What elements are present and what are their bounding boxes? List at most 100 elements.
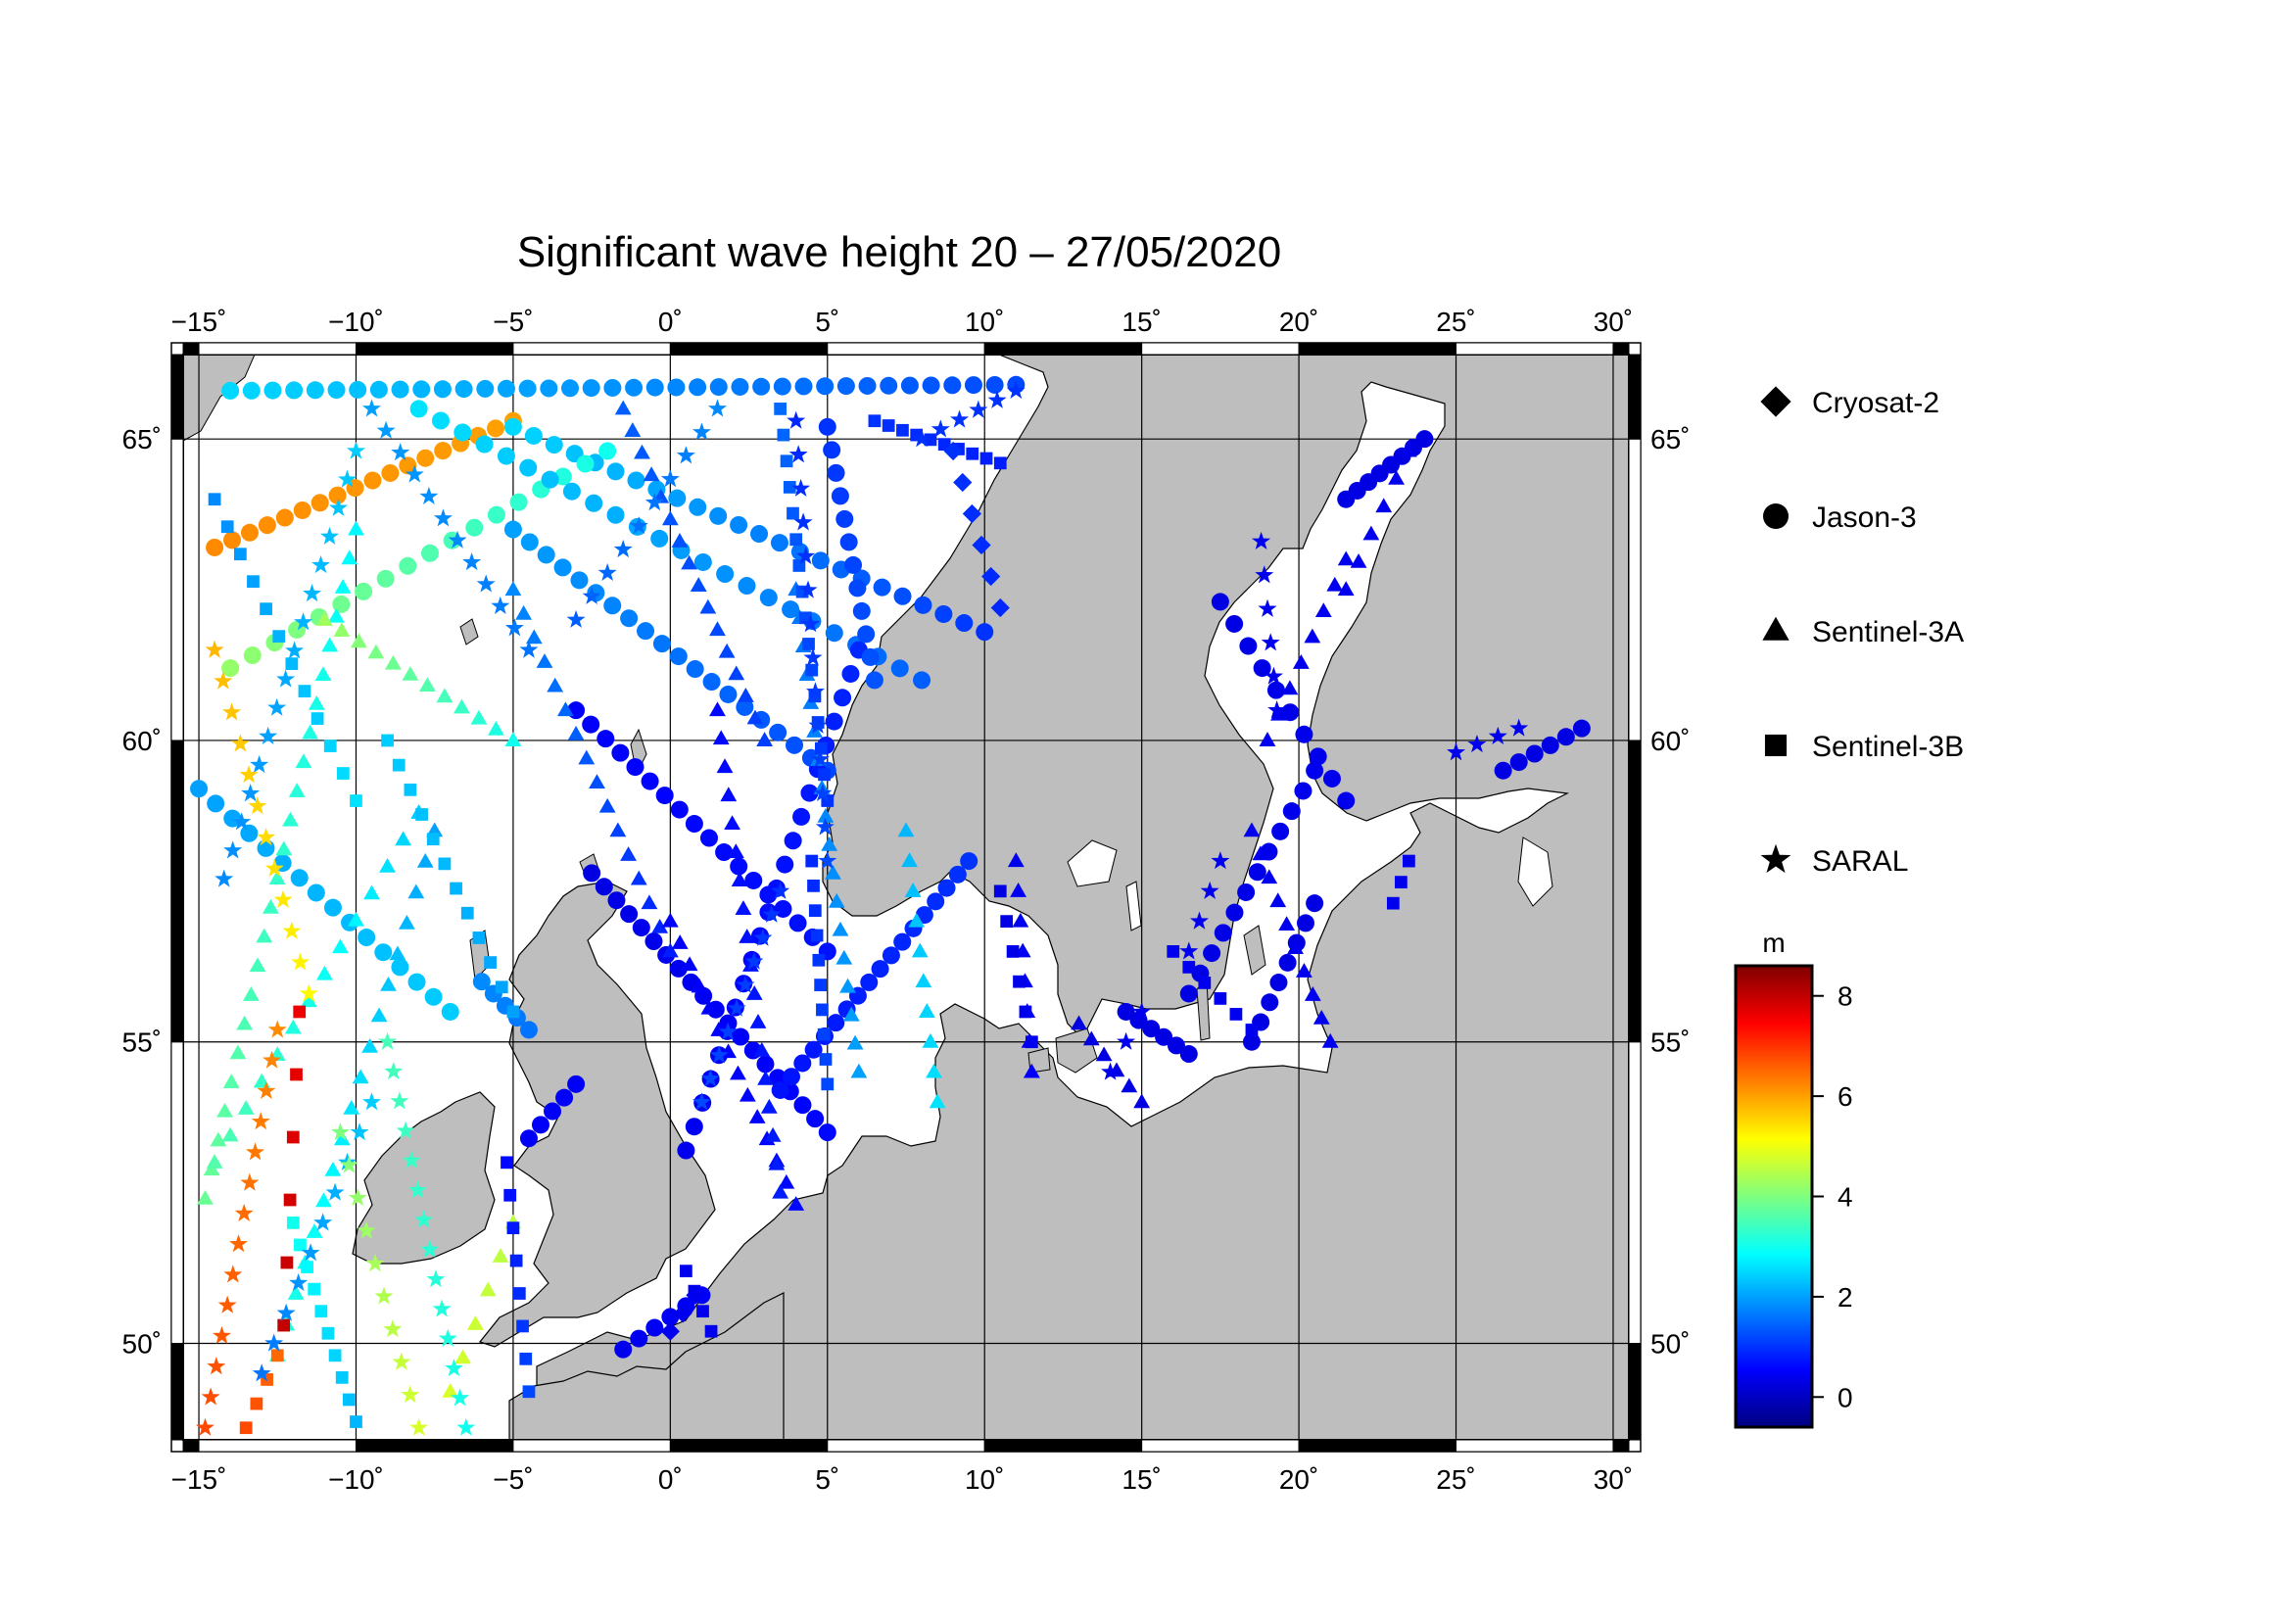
triangle-data-point bbox=[1259, 732, 1276, 746]
triangle-data-point bbox=[442, 1382, 459, 1398]
star-data-point bbox=[234, 1203, 254, 1222]
star-data-point bbox=[392, 1352, 411, 1370]
diamond-data-point bbox=[953, 472, 973, 493]
circle-data-point bbox=[784, 832, 802, 850]
triangle-data-point bbox=[724, 815, 740, 831]
star-data-point bbox=[299, 983, 318, 1002]
circle-data-point bbox=[818, 1123, 836, 1142]
square-data-point bbox=[821, 1077, 835, 1091]
square-data-point bbox=[1214, 992, 1227, 1005]
star-data-point bbox=[451, 1388, 470, 1407]
triangle-data-point bbox=[348, 911, 364, 927]
triangle-data-point bbox=[206, 1154, 223, 1169]
circle-data-point bbox=[275, 508, 294, 527]
triangle-data-point bbox=[904, 883, 922, 897]
lon-tick-label-bottom: 25˚ bbox=[1436, 1464, 1475, 1495]
frame-segment-left bbox=[170, 354, 184, 440]
circle-data-point bbox=[1211, 593, 1229, 611]
triangle-data-point bbox=[1243, 822, 1261, 837]
square-data-point bbox=[704, 1324, 718, 1338]
frame-segment-bottom bbox=[182, 1439, 200, 1453]
circle-data-point bbox=[221, 381, 240, 400]
square-data-point bbox=[208, 493, 221, 506]
triangle-data-point bbox=[681, 554, 697, 570]
circle-data-point bbox=[848, 579, 867, 597]
star-data-point bbox=[339, 1155, 358, 1173]
map-frame bbox=[170, 342, 1642, 1453]
axis-tick-labels: −15˚ −15˚ −10˚ −10˚ −5˚ −5˚ 0˚ 0˚ 5˚ 5˚ 10˚ 10˚ 15˚ 1… bbox=[122, 307, 1691, 1495]
diamond-data-point bbox=[962, 503, 981, 524]
triangle-data-point bbox=[1314, 602, 1332, 618]
circle-data-point bbox=[363, 471, 382, 490]
triangle-data-point bbox=[1292, 654, 1310, 669]
square-data-point bbox=[506, 1221, 520, 1235]
star-data-point bbox=[391, 443, 410, 461]
triangle-data-point bbox=[1400, 442, 1417, 457]
circle-data-point bbox=[453, 423, 472, 442]
triangle-data-point bbox=[651, 918, 669, 933]
triangle-data-point bbox=[302, 724, 319, 740]
square-data-point bbox=[484, 956, 497, 969]
square-data-point bbox=[808, 904, 822, 918]
circle-data-point bbox=[221, 659, 240, 678]
triangle-data-point bbox=[1082, 1030, 1100, 1046]
star-data-point bbox=[660, 469, 680, 488]
lat-tick-label-right: 65˚ bbox=[1650, 424, 1690, 454]
star-data-point bbox=[419, 486, 439, 505]
square-data-point bbox=[286, 1217, 300, 1229]
square-data-point bbox=[460, 906, 474, 920]
triangle-data-point bbox=[643, 466, 660, 482]
frame-segment-top bbox=[182, 342, 200, 356]
circle-data-point bbox=[293, 501, 311, 519]
circle-legend-icon bbox=[1763, 503, 1789, 529]
triangle-data-point bbox=[389, 945, 406, 961]
circle-data-point bbox=[258, 516, 276, 535]
circle-data-point bbox=[487, 505, 505, 524]
chart-title: Significant wave height 20 – 27/05/2020 bbox=[517, 228, 1281, 276]
star-data-point bbox=[239, 765, 259, 784]
star-data-point bbox=[201, 1387, 220, 1406]
star-data-point bbox=[1264, 666, 1283, 685]
triangle-data-point bbox=[488, 720, 504, 736]
triangle-data-point bbox=[1023, 1063, 1040, 1078]
triangle-data-point bbox=[256, 928, 273, 943]
star-data-point bbox=[264, 1333, 284, 1352]
circle-data-point bbox=[520, 533, 539, 551]
star-data-point bbox=[223, 1265, 243, 1283]
triangle-data-point bbox=[536, 653, 553, 668]
star-data-point bbox=[912, 429, 931, 448]
triangle-data-point bbox=[1252, 845, 1269, 861]
star-data-point bbox=[365, 1254, 385, 1272]
circle-data-point bbox=[416, 449, 435, 467]
triangle-data-point bbox=[915, 973, 932, 988]
series-cryosat-2 bbox=[660, 441, 1010, 1341]
triangle-data-point bbox=[828, 892, 845, 908]
square-data-point bbox=[220, 520, 234, 534]
circle-data-point bbox=[1179, 984, 1198, 1003]
circle-data-point bbox=[1269, 974, 1288, 992]
circle-data-point bbox=[454, 380, 473, 399]
circle-data-point bbox=[825, 712, 843, 731]
land-france bbox=[508, 1292, 785, 1440]
star-data-point bbox=[597, 562, 617, 582]
triangle-data-point bbox=[832, 921, 849, 936]
star-data-point bbox=[805, 682, 825, 700]
star-data-point bbox=[205, 640, 224, 658]
star-data-point bbox=[753, 928, 773, 946]
triangle-data-point bbox=[739, 1086, 756, 1102]
frame-segment-bottom bbox=[827, 1439, 985, 1453]
circle-data-point bbox=[1248, 863, 1266, 882]
circle-data-point bbox=[834, 689, 852, 707]
circle-data-point bbox=[857, 625, 876, 644]
triangle-data-point bbox=[308, 694, 325, 710]
circle-data-point bbox=[844, 555, 863, 574]
circle-data-point bbox=[914, 596, 932, 614]
triangle-data-point bbox=[768, 1155, 786, 1170]
circle-data-point bbox=[960, 852, 978, 871]
star-data-point bbox=[1200, 881, 1219, 899]
circle-data-point bbox=[825, 624, 843, 643]
square-data-point bbox=[336, 767, 350, 780]
triangle-data-point bbox=[825, 864, 841, 880]
circle-data-point bbox=[561, 379, 580, 398]
star-data-point bbox=[815, 817, 835, 836]
